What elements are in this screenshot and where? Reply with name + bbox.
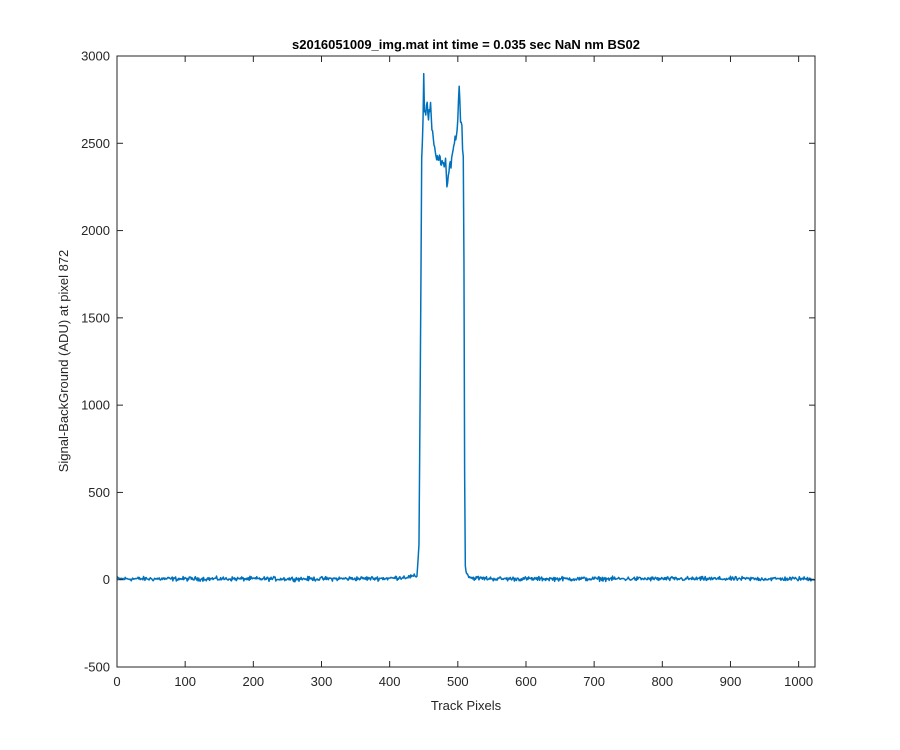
chart-title: s2016051009_img.mat int time = 0.035 sec… xyxy=(292,37,640,52)
x-tick-label: 500 xyxy=(447,674,469,689)
x-tick-label: 100 xyxy=(174,674,196,689)
x-tick-label: 800 xyxy=(651,674,673,689)
signal-series-line xyxy=(116,72,816,583)
x-tick-label: 900 xyxy=(720,674,742,689)
x-tick-label: 600 xyxy=(515,674,537,689)
y-tick-label: 3000 xyxy=(81,49,110,64)
y-tick-label: 1500 xyxy=(81,310,110,325)
x-axis-ticks: 0 100 200 300 400 500 600 700 800 900 1000 xyxy=(113,56,813,689)
y-tick-label: 0 xyxy=(103,572,110,587)
y-tick-label: 500 xyxy=(88,485,110,500)
y-tick-label: 1000 xyxy=(81,398,110,413)
x-tick-label: 400 xyxy=(379,674,401,689)
y-tick-label: -500 xyxy=(84,660,110,675)
y-axis-ticks: -500 0 500 1000 1500 2000 2500 3000 xyxy=(81,49,815,675)
x-axis-label: Track Pixels xyxy=(431,698,502,713)
axes-box xyxy=(116,55,816,668)
x-tick-label: 1000 xyxy=(784,674,813,689)
series-layer xyxy=(116,72,816,583)
x-tick-label: 700 xyxy=(583,674,605,689)
x-tick-label: 300 xyxy=(311,674,333,689)
y-axis-label: Signal-BackGround (ADU) at pixel 872 xyxy=(56,250,71,473)
y-tick-label: 2000 xyxy=(81,223,110,238)
plot-area xyxy=(117,56,815,667)
y-tick-label: 2500 xyxy=(81,136,110,151)
x-tick-label: 0 xyxy=(113,674,120,689)
x-tick-label: 200 xyxy=(242,674,264,689)
